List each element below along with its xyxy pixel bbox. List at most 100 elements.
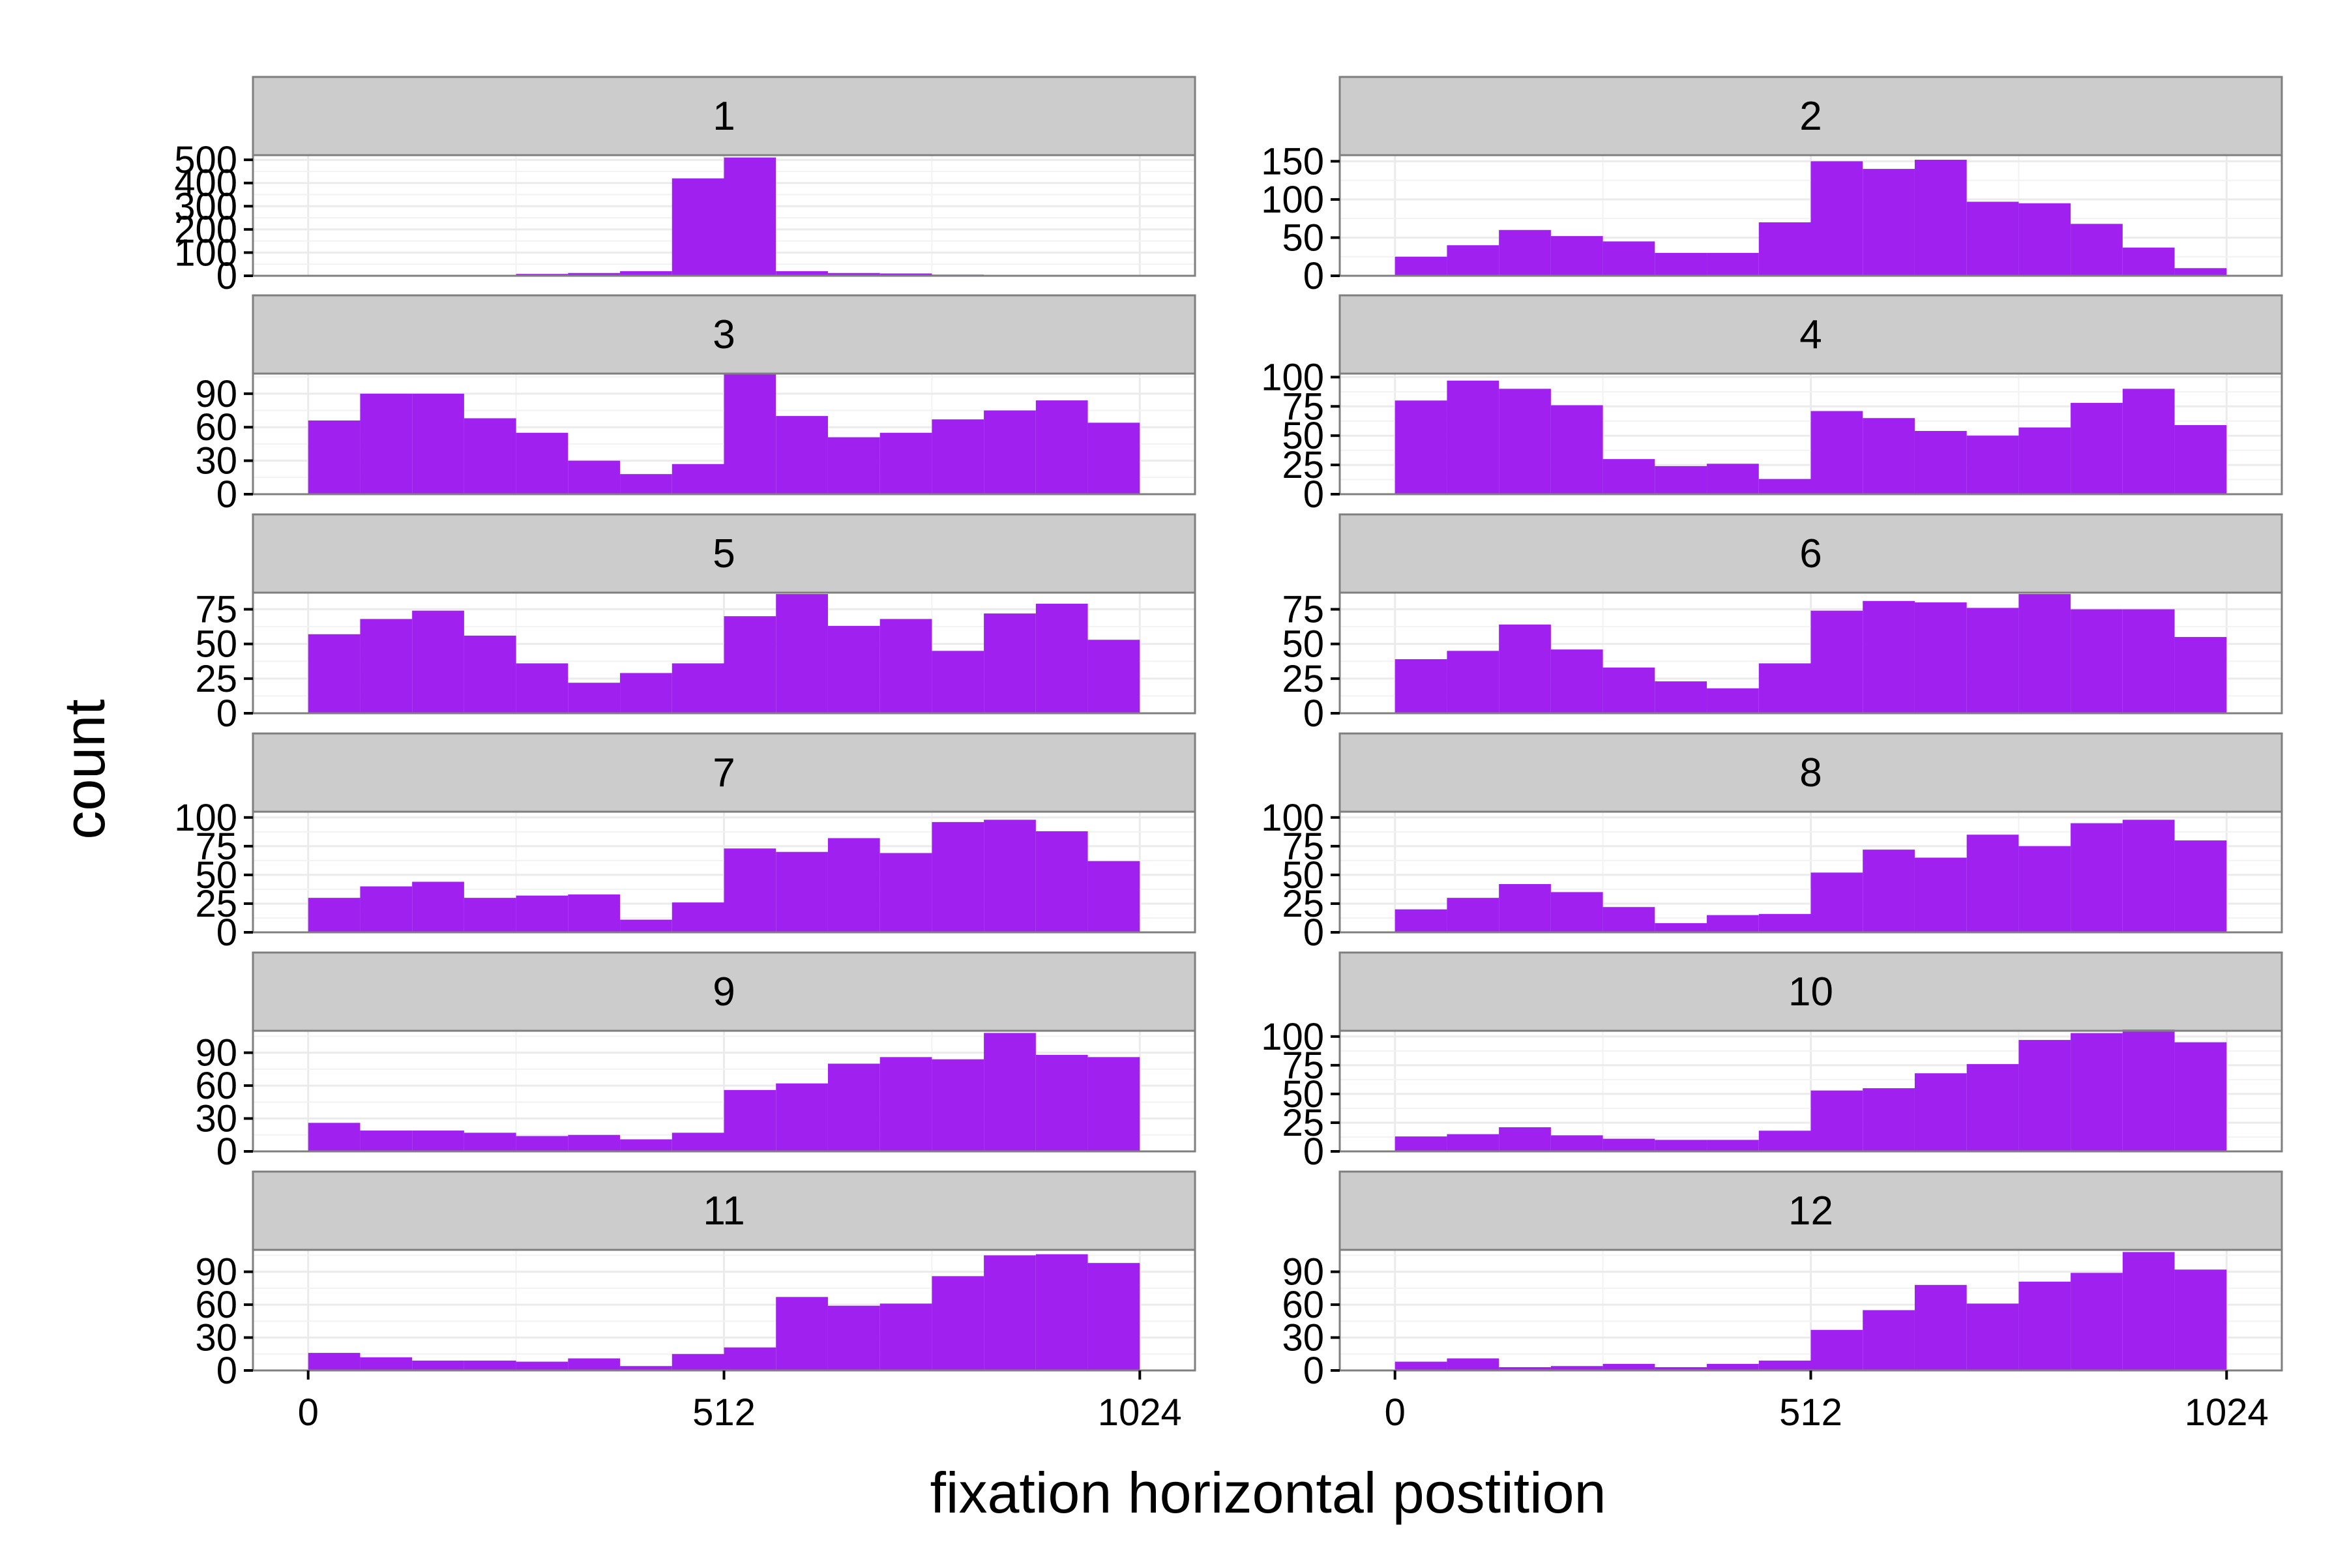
histogram-bar xyxy=(1810,161,1863,276)
histogram-bar xyxy=(1758,663,1811,713)
histogram-bar xyxy=(724,374,776,494)
histogram-bar xyxy=(672,902,724,932)
panel-border xyxy=(1338,154,2283,277)
histogram-bar xyxy=(724,1347,776,1370)
histogram-bar xyxy=(620,919,672,932)
histogram-bar xyxy=(2174,637,2227,713)
histogram-bar xyxy=(672,1354,724,1370)
histogram-bar xyxy=(827,1305,880,1370)
histogram-bar xyxy=(984,410,1036,494)
panel-border xyxy=(1338,372,2283,496)
histogram-bar xyxy=(1966,1303,2019,1370)
histogram-bar xyxy=(984,613,1036,713)
histogram-bar xyxy=(1550,405,1603,494)
histogram-bar xyxy=(1035,1254,1088,1370)
y-tick-label: 75 xyxy=(1282,1044,1324,1087)
y-tick-label: 50 xyxy=(195,623,237,666)
histogram-bar xyxy=(879,432,932,494)
histogram-bar xyxy=(724,1089,776,1151)
histogram-bar xyxy=(2071,402,2123,494)
histogram-bar xyxy=(1447,898,1499,932)
y-tick-label: 0 xyxy=(1303,1131,1324,1173)
histogram-bar xyxy=(1707,1363,1759,1370)
y-tick-label: 400 xyxy=(174,162,237,205)
y-tick-label: 300 xyxy=(174,185,237,228)
histogram-bar xyxy=(1810,1090,1863,1151)
histogram-bar xyxy=(1087,422,1140,494)
histogram-bar xyxy=(2122,820,2175,932)
histogram-bar xyxy=(776,594,828,713)
y-tick-label: 150 xyxy=(1261,140,1324,183)
histogram-bar xyxy=(412,1131,464,1151)
y-tick-label: 90 xyxy=(195,1251,237,1294)
histogram-bar xyxy=(2122,389,2175,494)
y-tick-label: 500 xyxy=(174,139,237,181)
x-tick-label: 0 xyxy=(1385,1391,1406,1434)
histogram-bar xyxy=(1810,411,1863,494)
panel-border xyxy=(1338,1029,2283,1153)
y-tick-label: 75 xyxy=(1282,385,1324,428)
histogram-bar xyxy=(2018,1040,2071,1151)
histogram-bar xyxy=(2122,1252,2175,1370)
histogram-bar xyxy=(1966,436,2019,494)
histogram-bar xyxy=(1447,1134,1499,1151)
histogram-bar xyxy=(308,1353,361,1370)
histogram-bar xyxy=(516,895,568,932)
histogram-bar xyxy=(1499,884,1551,932)
y-tick-label: 0 xyxy=(1303,692,1324,735)
histogram-bar xyxy=(620,673,672,713)
histogram-bar xyxy=(724,616,776,713)
histogram-bar xyxy=(360,393,413,494)
histogram-bar xyxy=(1602,667,1655,713)
histogram-bar xyxy=(1035,1055,1088,1151)
histogram-bar xyxy=(1395,1361,1447,1370)
histogram-bar xyxy=(2018,203,2071,276)
y-tick-label: 60 xyxy=(1282,1284,1324,1326)
y-tick-label: 100 xyxy=(1261,1016,1324,1058)
x-axis-title: fixation horizontal postition xyxy=(930,1460,1606,1525)
histogram-bar xyxy=(2174,268,2227,276)
histogram-bar xyxy=(1087,1263,1140,1370)
y-tick-label: 0 xyxy=(216,473,237,516)
histogram-bar xyxy=(464,635,516,713)
histogram-bar xyxy=(1655,923,1707,932)
histogram-bar xyxy=(308,634,361,713)
histogram-bar xyxy=(1035,604,1088,713)
histogram-bar xyxy=(1499,1367,1551,1370)
histogram-bar xyxy=(1602,459,1655,494)
panel-border xyxy=(252,591,1196,715)
histogram-bar xyxy=(1550,236,1603,276)
facet-strip xyxy=(1338,951,2283,1032)
y-tick-label: 25 xyxy=(1282,883,1324,925)
histogram-bar xyxy=(1758,222,1811,276)
histogram-bar xyxy=(412,1360,464,1370)
histogram-bar xyxy=(1499,389,1551,494)
facet-strip-label: 3 xyxy=(713,312,735,357)
histogram-bar xyxy=(1914,160,1967,276)
histogram-bar xyxy=(2122,247,2175,276)
histogram-bar xyxy=(1035,831,1088,932)
histogram-bar xyxy=(2071,1033,2123,1151)
histogram-bar xyxy=(2018,846,2071,932)
y-tick-label: 50 xyxy=(1282,415,1324,457)
histogram-bar xyxy=(360,886,413,932)
histogram-bar xyxy=(2071,224,2123,276)
histogram-bar xyxy=(1655,681,1707,713)
y-tick-label: 25 xyxy=(195,658,237,700)
histogram-bar xyxy=(1966,608,2019,713)
histogram-bar xyxy=(308,420,361,494)
histogram-bar xyxy=(1655,1367,1707,1370)
y-tick-label: 90 xyxy=(1282,1251,1324,1294)
x-tick-label: 512 xyxy=(692,1391,756,1434)
facet-strip-label: 12 xyxy=(1788,1189,1833,1234)
panel-border xyxy=(252,810,1196,934)
y-tick-label: 0 xyxy=(216,692,237,735)
facet-strip-label: 9 xyxy=(713,969,735,1014)
histogram-bar xyxy=(412,881,464,932)
histogram-bar xyxy=(464,1360,516,1370)
